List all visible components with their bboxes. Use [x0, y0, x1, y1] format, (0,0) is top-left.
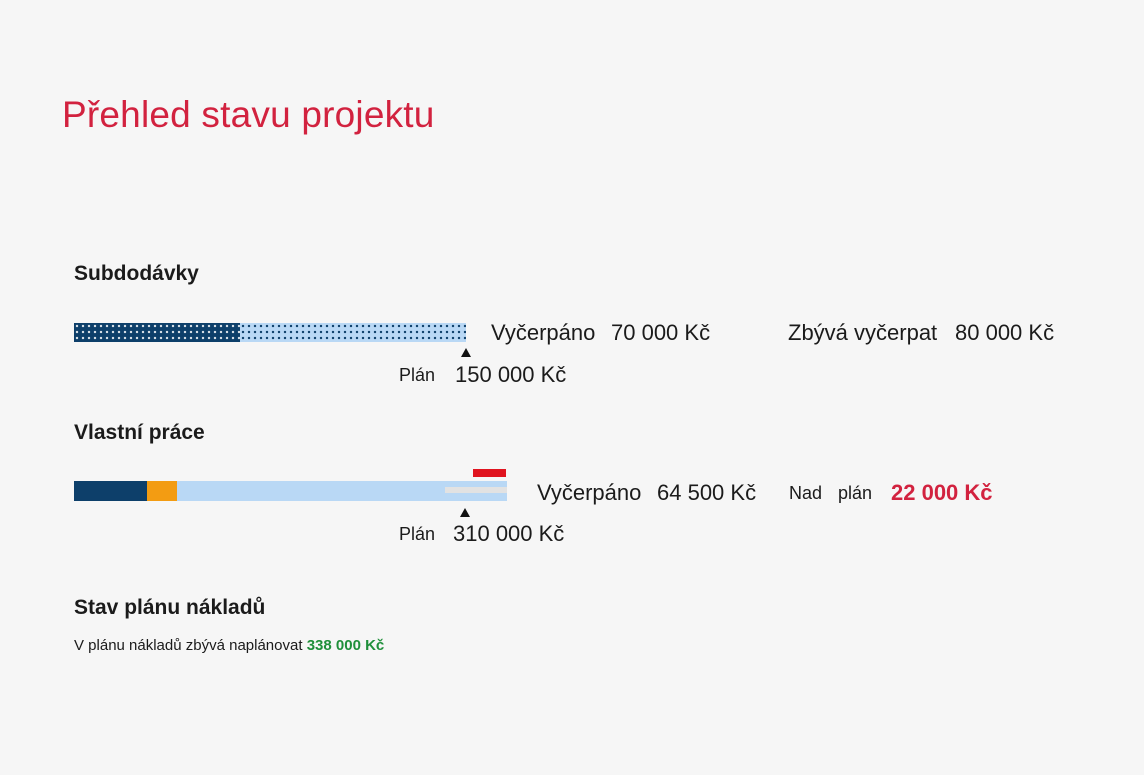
vlastni-prace-remaining-segment	[177, 481, 507, 501]
vlastni-prace-spent-orange-segment	[147, 481, 177, 501]
vlastni-prace-over-label-2: plán	[838, 483, 873, 503]
vlastni-prace-overplan-gray-strip	[445, 487, 507, 493]
section-title-vlastni-prace: Vlastní práce	[74, 421, 205, 444]
subdodavky-spent-label: Vyčerpáno	[491, 320, 596, 345]
vlastni-prace-progress-bar	[74, 481, 507, 501]
stav-planu-note: V plánu nákladů zbývá naplánovat 338 000…	[74, 637, 384, 654]
vlastni-prace-plan-marker-icon	[460, 508, 470, 517]
vlastni-prace-over-label-1: Nad	[789, 483, 823, 503]
section-title-subdodavky: Subdodávky	[74, 262, 199, 285]
stav-planu-note-value: 338 000 Kč	[306, 637, 385, 654]
subdodavky-plan-value: 150 000 Kč	[455, 362, 567, 387]
stav-planu-note-text: V plánu nákladů zbývá naplánovat	[74, 637, 303, 654]
subdodavky-spent-segment	[74, 323, 240, 342]
vlastni-prace-overplan-indicator	[473, 469, 506, 477]
section-title-stav-planu: Stav plánu nákladů	[74, 596, 266, 619]
subdodavky-remaining-value: 80 000 Kč	[955, 320, 1055, 345]
subdodavky-plan-marker-icon	[461, 348, 471, 357]
subdodavky-progress-bar	[74, 323, 466, 342]
vlastni-prace-plan-value: 310 000 Kč	[453, 521, 565, 546]
vlastni-prace-spent-value: 64 500 Kč	[657, 480, 757, 505]
subdodavky-spent-value: 70 000 Kč	[611, 320, 711, 345]
subdodavky-plan-label: Plán	[399, 365, 436, 385]
subdodavky-remaining-segment	[240, 323, 466, 342]
vlastni-prace-spent-dark-segment	[74, 481, 147, 501]
vlastni-prace-over-value: 22 000 Kč	[891, 480, 993, 505]
vlastni-prace-spent-label: Vyčerpáno	[537, 480, 642, 505]
subdodavky-remaining-label: Zbývá vyčerpat	[788, 320, 938, 345]
vlastni-prace-plan-label: Plán	[399, 524, 436, 544]
page-title: Přehled stavu projektu	[62, 94, 435, 135]
